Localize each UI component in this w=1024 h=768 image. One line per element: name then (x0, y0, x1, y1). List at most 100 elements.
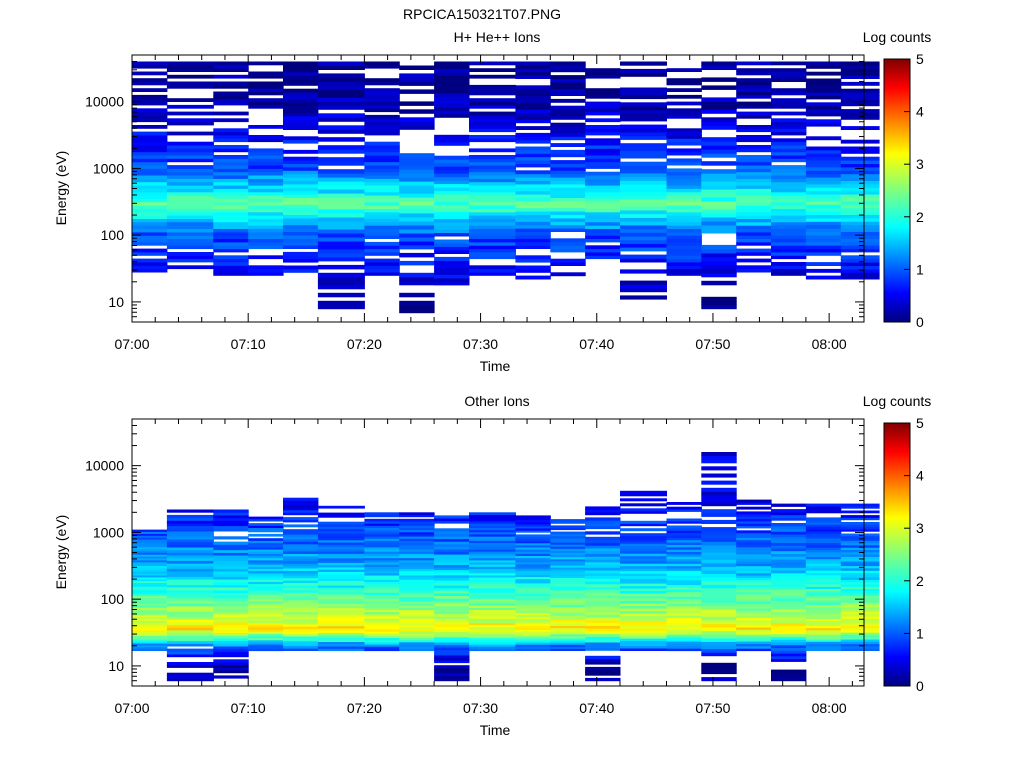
heatmap-cell (805, 503, 842, 507)
heatmap-cell (283, 529, 319, 533)
heatmap-cell (132, 544, 168, 548)
heatmap-cell (283, 619, 319, 622)
heatmap-cell (805, 558, 842, 562)
heatmap-cell (399, 633, 435, 636)
heatmap-cell (213, 603, 249, 607)
heatmap-cell (132, 181, 168, 186)
heatmap-cell (213, 643, 249, 647)
heatmap-cell (666, 161, 702, 166)
heatmap-cell (840, 92, 880, 96)
heatmap-cell (364, 272, 400, 276)
heatmap-cell (248, 191, 284, 196)
heatmap-cell (317, 580, 365, 584)
heatmap-cell (840, 542, 880, 546)
heatmap-cell (132, 533, 168, 536)
heatmap-cell (805, 533, 842, 537)
heatmap-cell (364, 61, 400, 66)
heatmap-cell (364, 603, 400, 606)
panel2-x-ticks: 07:00 07:10 07:20 07:30 07:40 07:50 08:00 (114, 419, 853, 716)
heatmap-cell (515, 536, 551, 540)
heatmap-cell (550, 546, 586, 549)
heatmap-cell (666, 546, 702, 550)
heatmap-cell (469, 594, 516, 598)
heatmap-cell (585, 630, 621, 635)
heatmap-cell (132, 626, 168, 629)
heatmap-cell (283, 531, 319, 535)
heatmap-cell (736, 252, 772, 256)
heatmap-cell (364, 544, 400, 548)
heatmap-cell (469, 228, 516, 233)
heatmap-cell (399, 153, 435, 158)
heatmap-cell (620, 124, 667, 129)
heatmap-cell (166, 565, 214, 569)
heatmap-cell (550, 160, 586, 164)
heatmap-cell (317, 632, 365, 636)
heatmap-cell (550, 646, 586, 649)
heatmap-cell (840, 197, 880, 202)
heatmap-cell (805, 551, 842, 555)
heatmap-cell (736, 161, 772, 166)
heatmap-cell (399, 613, 435, 617)
heatmap-cell (364, 637, 400, 641)
heatmap-cell (701, 605, 737, 610)
heatmap-cell (515, 595, 551, 599)
heatmap-cell (364, 168, 400, 173)
heatmap-cell (515, 149, 551, 154)
heatmap-cell (132, 542, 168, 546)
heatmap-cell (666, 549, 702, 552)
heatmap-cell (317, 551, 365, 554)
heatmap-cell (469, 521, 516, 524)
heatmap-cell (283, 645, 319, 649)
heatmap-cell (620, 106, 667, 111)
heatmap-cell (585, 161, 621, 166)
heatmap-cell (434, 654, 470, 658)
heatmap-cell (166, 265, 214, 270)
heatmap-cell (317, 564, 365, 568)
heatmap-cell (701, 117, 737, 122)
heatmap-cell (666, 537, 702, 541)
heatmap-cell (132, 644, 168, 648)
heatmap-cell (317, 607, 365, 611)
heatmap-cell (805, 149, 842, 154)
heatmap-cell (317, 85, 365, 90)
heatmap-cell (701, 181, 737, 186)
heatmap-cell (132, 609, 168, 612)
heatmap-cell (399, 566, 435, 569)
heatmap-cell (701, 580, 737, 585)
heatmap-cell (771, 238, 807, 243)
heatmap-cell (736, 188, 772, 193)
heatmap-cell (469, 648, 516, 652)
heatmap-cell (248, 255, 284, 260)
heatmap-cell (248, 195, 284, 199)
heatmap-cell (620, 243, 667, 248)
heatmap-cell (399, 551, 435, 554)
heatmap-cell (399, 559, 435, 563)
heatmap-cell (434, 543, 470, 547)
heatmap-cell (805, 595, 842, 599)
heatmap-cell (399, 193, 435, 198)
heatmap-cell (736, 537, 772, 541)
heatmap-cell (550, 245, 586, 249)
heatmap-cell (132, 599, 168, 602)
heatmap-cell (317, 145, 365, 150)
heatmap-cell (469, 557, 516, 561)
heatmap-cell (248, 577, 284, 580)
heatmap-cell (840, 629, 880, 633)
heatmap-cell (840, 567, 880, 571)
heatmap-cell (399, 512, 435, 515)
heatmap-cell (666, 208, 702, 213)
panel2-heatmap-cells (132, 452, 880, 682)
heatmap-cell (434, 673, 470, 677)
heatmap-cell (248, 265, 284, 270)
heatmap-cell (434, 554, 470, 558)
heatmap-cell (132, 610, 168, 614)
heatmap-cell (666, 603, 702, 607)
heatmap-cell (317, 634, 365, 638)
heatmap-cell (317, 173, 365, 178)
heatmap-cell (736, 195, 772, 199)
heatmap-cell (399, 549, 435, 552)
heatmap-cell (771, 61, 807, 66)
heatmap-cell (132, 593, 168, 597)
heatmap-cell (805, 105, 842, 110)
